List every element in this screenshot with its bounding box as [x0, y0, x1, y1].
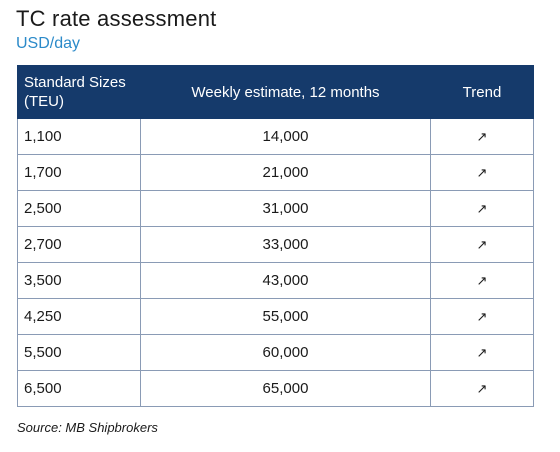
unit-subtitle: USD/day — [16, 35, 81, 52]
table-row: 6,500 65,000 ↗ — [17, 370, 534, 407]
table-row: 4,250 55,000 ↗ — [17, 298, 534, 335]
size-cell: 2,700 — [17, 226, 141, 263]
trend-up-icon: ↗ — [430, 154, 534, 191]
header-standard-sizes: Standard Sizes (TEU) — [17, 65, 141, 119]
table-row: 5,500 60,000 ↗ — [17, 334, 534, 371]
size-cell: 4,250 — [17, 298, 141, 335]
header-weekly-estimate: Weekly estimate, 12 months — [140, 65, 431, 119]
size-cell: 1,100 — [17, 118, 141, 155]
trend-up-icon: ↗ — [430, 226, 534, 263]
table-row: 1,700 21,000 ↗ — [17, 154, 534, 191]
size-cell: 2,500 — [17, 190, 141, 227]
estimate-cell: 14,000 — [140, 118, 431, 155]
estimate-cell: 55,000 — [140, 298, 431, 335]
table-row: 2,700 33,000 ↗ — [17, 226, 534, 263]
table-header-row: Standard Sizes (TEU) Weekly estimate, 12… — [17, 65, 534, 119]
estimate-cell: 31,000 — [140, 190, 431, 227]
table-row: 1,100 14,000 ↗ — [17, 118, 534, 155]
size-cell: 6,500 — [17, 370, 141, 407]
table-row: 2,500 31,000 ↗ — [17, 190, 534, 227]
estimate-cell: 33,000 — [140, 226, 431, 263]
header-trend: Trend — [430, 65, 534, 119]
size-cell: 5,500 — [17, 334, 141, 371]
header-size-line1: Standard Sizes — [24, 74, 126, 91]
estimate-cell: 60,000 — [140, 334, 431, 371]
tc-rate-table: Standard Sizes (TEU) Weekly estimate, 12… — [17, 65, 534, 407]
estimate-cell: 65,000 — [140, 370, 431, 407]
page-title: TC rate assessment — [16, 6, 217, 31]
trend-up-icon: ↗ — [430, 190, 534, 227]
header-size-line2: (TEU) — [24, 93, 64, 110]
estimate-cell: 21,000 — [140, 154, 431, 191]
estimate-cell: 43,000 — [140, 262, 431, 299]
size-cell: 3,500 — [17, 262, 141, 299]
trend-up-icon: ↗ — [430, 370, 534, 407]
size-cell: 1,700 — [17, 154, 141, 191]
table-row: 3,500 43,000 ↗ — [17, 262, 534, 299]
source-note: Source: MB Shipbrokers — [17, 420, 158, 435]
trend-up-icon: ↗ — [430, 298, 534, 335]
trend-up-icon: ↗ — [430, 118, 534, 155]
trend-up-icon: ↗ — [430, 334, 534, 371]
trend-up-icon: ↗ — [430, 262, 534, 299]
